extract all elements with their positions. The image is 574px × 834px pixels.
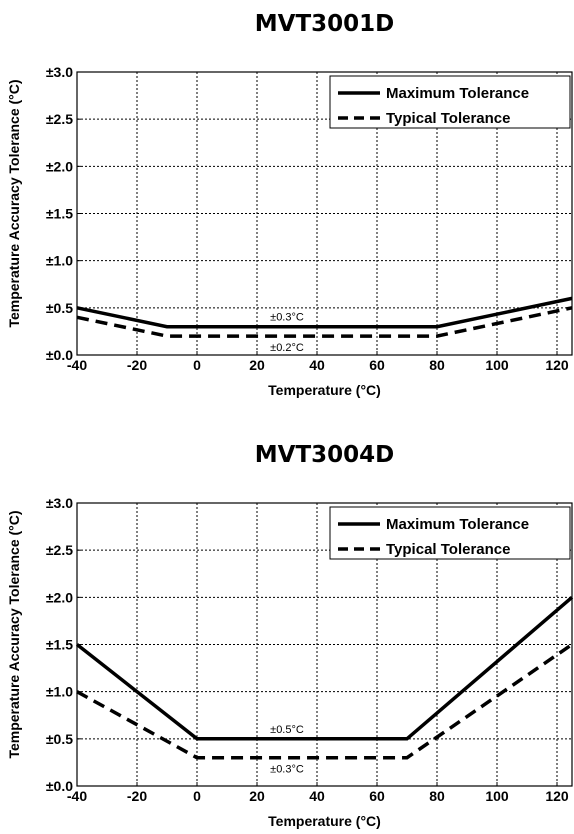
y-tick-label: ±1.5 [46, 206, 73, 222]
y-tick-label: ±1.5 [46, 637, 73, 653]
x-tick-label: 60 [369, 357, 385, 373]
x-tick-label: 0 [193, 788, 201, 804]
x-tick-label: 100 [485, 788, 509, 804]
y-tick-label: ±0.5 [46, 300, 73, 316]
legend-entry: Maximum Tolerance [386, 85, 529, 102]
legend-entry: Typical Tolerance [386, 110, 511, 127]
tolerance-annotation: ±0.3°C [270, 312, 304, 324]
x-tick-label: 60 [369, 788, 385, 804]
legend-entry: Maximum Tolerance [386, 516, 529, 533]
series-line-typical [76, 643, 573, 760]
y-tick-label: ±0.5 [46, 731, 73, 747]
x-tick-label: -20 [127, 788, 147, 804]
y-tick-label: ±3.0 [46, 64, 73, 80]
series-line-maximum [75, 595, 574, 741]
x-tick-label: 40 [309, 357, 325, 373]
y-axis-label: Temperature Accuracy Tolerance (°C) [6, 79, 22, 327]
legend-entry: Typical Tolerance [386, 541, 511, 558]
chart-2: MVT3004D -40 -20 0 20 40 60 80 100 120 ±0.0 ±0.5 ±1.… [6, 442, 574, 829]
chart-1: MVT3001D -40 -20 0 20 40 60 80 100 120 ±0.0 ±0.5 ±1.… [6, 11, 573, 398]
chart-title: MVT3001D [255, 11, 394, 37]
y-tick-label: ±2.5 [46, 542, 73, 558]
x-tick-label: 100 [485, 357, 509, 373]
y-tick-label: ±2.0 [46, 589, 73, 605]
tolerance-annotation: ±0.5°C [270, 724, 304, 736]
x-tick-label: 20 [249, 788, 265, 804]
x-tick-label: 40 [309, 788, 325, 804]
x-axis-label: Temperature (°C) [268, 813, 381, 829]
x-tick-label: -40 [67, 357, 87, 373]
series-line-typical [76, 306, 573, 338]
x-tick-label: 20 [249, 357, 265, 373]
x-tick-label: 80 [429, 357, 445, 373]
y-tick-label: ±3.0 [46, 495, 73, 511]
tolerance-annotation: ±0.2°C [270, 342, 304, 354]
y-axis-label: Temperature Accuracy Tolerance (°C) [6, 510, 22, 758]
x-axis-label: Temperature (°C) [268, 382, 381, 398]
y-tick-label: ±1.0 [46, 253, 73, 269]
series-line-maximum [76, 296, 573, 329]
x-tick-label: 120 [545, 788, 569, 804]
chart-title: MVT3004D [255, 442, 394, 468]
tolerance-annotation: ±0.3°C [270, 764, 304, 776]
x-tick-label: 80 [429, 788, 445, 804]
y-tick-label: ±2.0 [46, 158, 73, 174]
x-tick-label: 120 [545, 357, 569, 373]
y-tick-label: ±1.0 [46, 684, 73, 700]
y-tick-label: ±0.0 [46, 347, 73, 363]
y-tick-label: ±0.0 [46, 778, 73, 794]
x-tick-label: 0 [193, 357, 201, 373]
x-tick-label: -20 [127, 357, 147, 373]
x-tick-label: -40 [67, 788, 87, 804]
y-tick-label: ±2.5 [46, 111, 73, 127]
